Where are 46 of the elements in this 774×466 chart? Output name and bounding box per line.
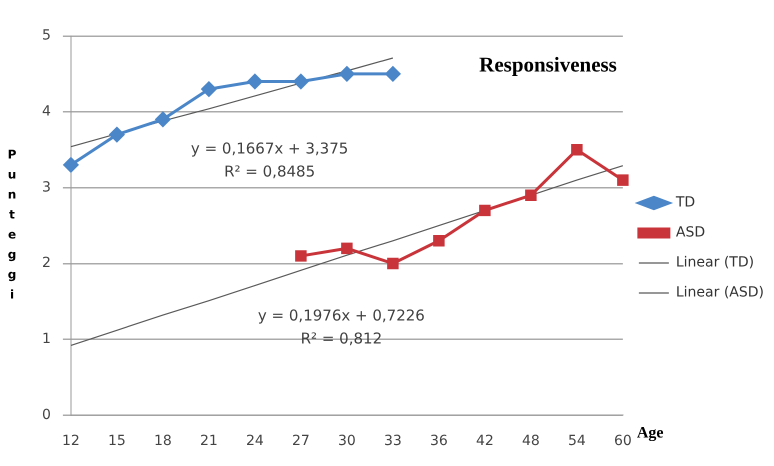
point xyxy=(155,112,170,127)
y-axis-title: Punteggi xyxy=(8,148,17,302)
annotation: y = 0,1667x + 3,375 xyxy=(190,140,348,158)
point xyxy=(247,74,262,90)
annotation: R² = 0,812 xyxy=(300,329,382,348)
point xyxy=(341,242,353,254)
x-tick-label: 21 xyxy=(200,433,218,450)
annotation: y = 0,1976x + 0,7226 xyxy=(258,306,425,324)
y-tick-label: 1 xyxy=(42,331,51,347)
y-tick-label: 3 xyxy=(42,179,51,196)
x-tick-label: 48 xyxy=(522,433,540,450)
point xyxy=(433,235,445,247)
point xyxy=(479,204,491,216)
point xyxy=(571,144,583,156)
legend-label: ASD xyxy=(676,224,706,241)
legend-label: TD xyxy=(674,194,696,211)
x-tick-label: 36 xyxy=(430,433,448,450)
annotation: R² = 0,8485 xyxy=(224,162,316,180)
x-tick-label: 18 xyxy=(154,433,172,450)
y-tick-label: 5 xyxy=(42,28,51,44)
x-tick-label: 24 xyxy=(246,433,264,450)
point xyxy=(63,157,78,172)
x-tick-label: 12 xyxy=(62,433,80,450)
point xyxy=(339,66,354,82)
x-tick-label: 27 xyxy=(292,433,310,450)
y-tick-label: 2 xyxy=(42,255,51,272)
text: Responsiveness xyxy=(479,52,617,76)
point xyxy=(525,190,537,202)
x-tick-label: 15 xyxy=(108,433,126,450)
point xyxy=(385,66,400,82)
x-axis-title: Age xyxy=(636,424,664,442)
y-tick-label: 0 xyxy=(42,406,51,423)
point xyxy=(295,250,307,262)
legend-label: Linear (ASD) xyxy=(676,284,764,301)
point xyxy=(293,74,308,90)
x-tick-label: 54 xyxy=(568,433,586,450)
legend-label: Linear (TD) xyxy=(676,254,754,271)
x-tick-label: 60 xyxy=(614,433,632,450)
y-tick-label: 4 xyxy=(42,103,51,120)
point xyxy=(387,258,399,270)
x-tick-label: 42 xyxy=(476,433,494,450)
x-tick-label: 33 xyxy=(384,433,402,450)
point xyxy=(109,127,124,142)
x-tick-label: 30 xyxy=(338,433,356,450)
point xyxy=(617,174,629,186)
point xyxy=(201,82,216,97)
